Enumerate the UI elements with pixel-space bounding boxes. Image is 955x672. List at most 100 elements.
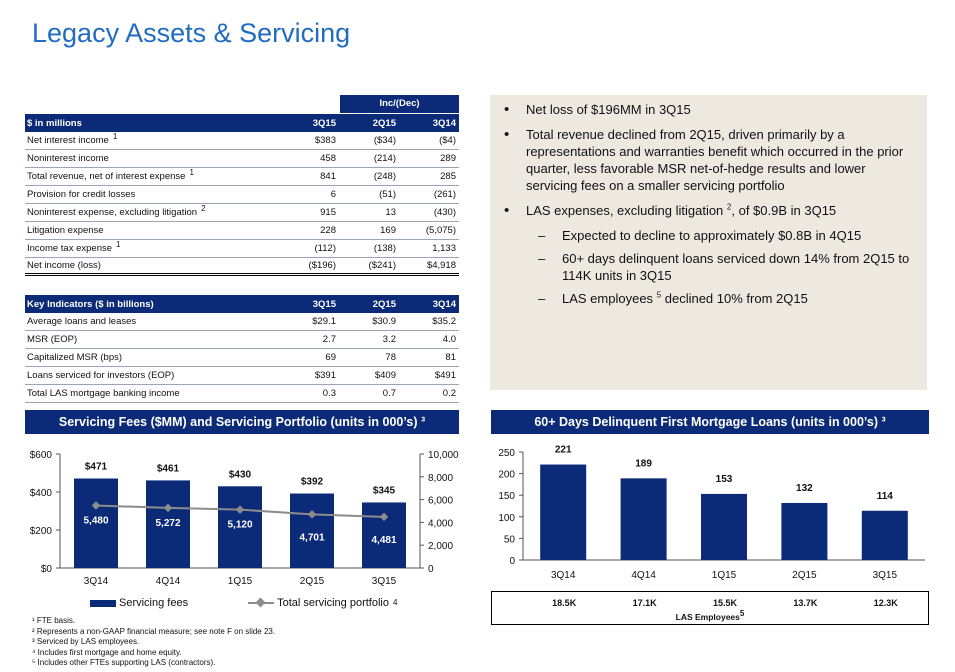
delinquent-loans-label: 153	[716, 474, 733, 485]
y-tick-label: 200	[498, 470, 515, 481]
row-label: Net income (loss)	[27, 260, 101, 271]
table-row: Capitalized MSR (bps) 69 78 81	[25, 349, 459, 367]
row-label: Net interest income 1	[27, 131, 118, 146]
left-chart-legend: Servicing fees Total servicing portfolio…	[90, 597, 397, 609]
row-col-3: ($4)	[439, 135, 456, 146]
servicing-fee-label: $392	[301, 477, 324, 488]
legend-line-swatch	[248, 597, 275, 608]
table-row: Litigation expense 228 169 (5,075)	[25, 222, 459, 240]
legend-bar-swatch	[90, 599, 116, 607]
servicing-fee-bar	[290, 493, 334, 568]
row-col-1: 841	[320, 171, 336, 182]
row-col-2: 169	[380, 225, 396, 236]
row-label: Litigation expense	[27, 225, 104, 236]
row-label: Provision for credit losses	[27, 189, 136, 200]
row-label: MSR (EOP)	[27, 334, 78, 345]
row-col-3: 4.0	[442, 334, 456, 345]
table-row: Provision for credit losses 6 (51) (261)	[25, 186, 459, 204]
row-col-3: 285	[440, 171, 456, 182]
header-col-3: 3Q14	[432, 298, 456, 310]
y-tick-label: 250	[498, 448, 515, 459]
row-col-1: (112)	[314, 243, 336, 254]
y-tick-label: 50	[504, 534, 516, 545]
row-label: Noninterest income	[27, 153, 109, 164]
header-col-1: 3Q15	[312, 117, 336, 129]
row-col-3: 289	[440, 153, 456, 164]
page-title: Legacy Assets & Servicing	[32, 18, 351, 48]
servicing-portfolio-label: 5,272	[155, 518, 180, 529]
row-col-2: 0.7	[382, 388, 396, 399]
y-tick-label: 100	[498, 513, 515, 524]
row-col-2: (214)	[373, 153, 396, 164]
row-col-3: (261)	[433, 189, 456, 200]
key-indicators-header: Key Indicators ($ in billions) 3Q15 2Q15…	[25, 295, 459, 313]
header-col-2: 2Q15	[372, 117, 396, 129]
x-tick-label: 4Q14	[631, 570, 656, 581]
right-chart-title: 60+ Days Delinquent First Mortgage Loans…	[491, 410, 929, 434]
row-col-3: 1,133	[432, 243, 456, 254]
row-col-3: (5,075)	[425, 225, 456, 236]
row-col-1: 0.3	[322, 388, 336, 399]
y-left-tick-label: $600	[30, 450, 53, 461]
row-col-1: 69	[325, 352, 336, 363]
servicing-portfolio-point	[163, 503, 173, 513]
delinquent-loans-label: 114	[877, 491, 894, 502]
servicing-portfolio-label: 5,120	[227, 520, 252, 531]
footnote: ³ Serviced by LAS employees.	[32, 637, 140, 646]
row-col-2: $409	[374, 370, 396, 381]
y-tick-label: 150	[498, 491, 515, 502]
y-right-tick-label: 4,000	[428, 518, 453, 529]
servicing-fees-chart: $0 $200 $400 $600 0 2,000 4,000 6,000 8,000 10,00…	[30, 450, 459, 587]
employees-box: 18.5K 17.1K 15.5K 13.7K 12.3K LAS Employees5	[491, 591, 929, 625]
delinquent-loans-bar	[701, 493, 747, 560]
servicing-fee-bar	[74, 478, 118, 568]
bullet-1: • Net loss of $196MM in 3Q15	[504, 101, 691, 118]
x-tick-label: 3Q14	[84, 576, 109, 587]
row-col-3: $35.2	[432, 316, 456, 327]
row-col-1: 228	[320, 225, 336, 236]
row-label: Total revenue, net of interest expense 1	[27, 167, 194, 182]
header-label: Key Indicators ($ in billions)	[27, 298, 154, 310]
footnote: ⁴ Includes first mortgage and home equit…	[32, 647, 182, 657]
left-chart-title: Servicing Fees ($MM) and Servicing Portf…	[25, 410, 459, 434]
employees-label: LAS Employees5	[675, 609, 745, 622]
financial-table-header: $ in millions 3Q15 2Q15 3Q14	[25, 114, 459, 132]
y-right-tick-label: 8,000	[428, 473, 453, 484]
servicing-portfolio-label: 4,701	[299, 532, 324, 543]
inc-dec-header: Inc/(Dec)	[340, 95, 459, 113]
y-left-tick-label: $400	[30, 488, 53, 499]
financial-table: $ in millions 3Q15 2Q15 3Q14 Net interes…	[25, 114, 459, 276]
row-label: Total LAS mortgage banking income	[27, 388, 180, 399]
header-col-1: 3Q15	[312, 298, 336, 310]
row-col-3: 81	[445, 352, 456, 363]
servicing-fee-label: $461	[157, 463, 180, 474]
row-col-2: ($34)	[373, 135, 396, 146]
table-row: Income tax expense 1 (112) (138) 1,133	[25, 240, 459, 258]
delinquent-loans-bar	[861, 510, 908, 560]
header-col-3: 3Q14	[432, 117, 456, 129]
table-row: Total revenue, net of interest expense 1 8…	[25, 168, 459, 186]
table-row: Total LAS mortgage banking income 0.3 0.7 0…	[25, 385, 459, 403]
table-row: Net interest income 1 $383 ($34) ($4)	[25, 132, 459, 150]
y-right-tick-label: 0	[428, 564, 434, 575]
table-row: Net income (loss) ($196) ($241) $4,918	[25, 258, 459, 276]
footnote: ⁵ Includes other FTEs supporting LAS (co…	[32, 658, 216, 667]
x-tick-label: 4Q14	[156, 576, 181, 587]
row-col-3: 0.2	[442, 388, 456, 399]
y-right-tick-label: 10,000	[428, 450, 459, 461]
bullet-3: • LAS expenses, excluding litigation 2, o…	[504, 202, 837, 219]
legend-servicing-fees: Servicing fees	[119, 597, 189, 609]
x-tick-label: 3Q15	[372, 576, 397, 587]
row-col-3: (430)	[433, 207, 456, 218]
row-col-1: 2.7	[322, 334, 336, 345]
servicing-portfolio-label: 5,480	[83, 516, 108, 527]
row-col-2: (248)	[373, 171, 396, 182]
row-col-2: 78	[385, 352, 396, 363]
header-col-2: 2Q15	[372, 298, 396, 310]
key-indicators-table: Key Indicators ($ in billions) 3Q15 2Q15…	[25, 295, 459, 403]
row-col-1: 6	[330, 189, 336, 200]
delinquent-loans-bar	[540, 464, 587, 560]
servicing-portfolio-point	[235, 505, 245, 514]
row-col-2: (51)	[379, 189, 396, 200]
table-row: MSR (EOP) 2.7 3.2 4.0	[25, 331, 459, 349]
